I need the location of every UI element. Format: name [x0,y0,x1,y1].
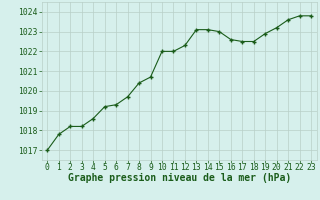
X-axis label: Graphe pression niveau de la mer (hPa): Graphe pression niveau de la mer (hPa) [68,173,291,183]
